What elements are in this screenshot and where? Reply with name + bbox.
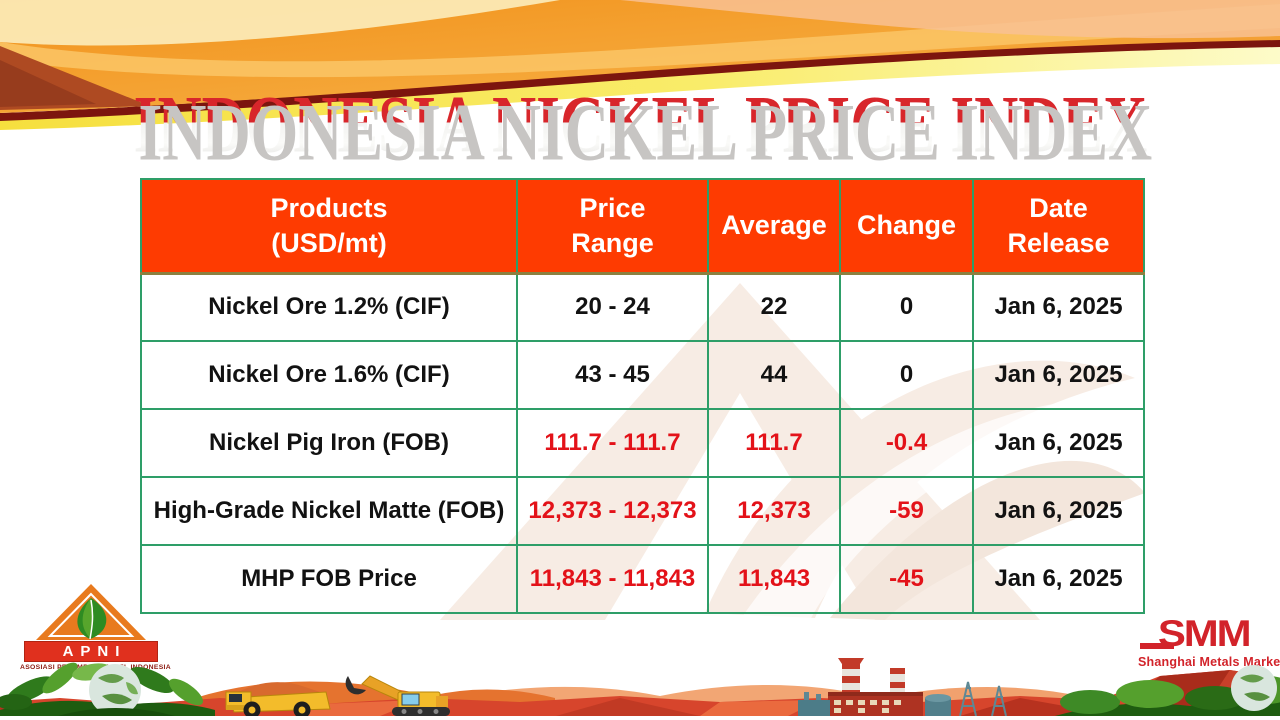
cell-change: 0 xyxy=(839,272,974,342)
cell-average: 111.7 xyxy=(707,408,841,478)
table-header-row: Products (USD/mt) Price Range Average Chan… xyxy=(140,178,1145,275)
cell-average: 44 xyxy=(707,340,841,410)
table-row: Nickel Ore 1.6% (CIF) 43 - 45 44 0 Jan 6… xyxy=(140,340,1145,410)
cell-price-range: 11,843 - 11,843 xyxy=(516,544,709,614)
cell-product: Nickel Ore 1.2% (CIF) xyxy=(140,272,518,342)
cell-product: Nickel Ore 1.6% (CIF) xyxy=(140,340,518,410)
cell-product: Nickel Pig Iron (FOB) xyxy=(140,408,518,478)
cell-product: High-Grade Nickel Matte (FOB) xyxy=(140,476,518,546)
cell-change: -59 xyxy=(839,476,974,546)
apni-acronym: APNI xyxy=(62,643,127,660)
table-row: Nickel Pig Iron (FOB) 111.7 - 111.7 111.… xyxy=(140,408,1145,478)
title-container: INDONESIA NICKEL PRICE INDEX xyxy=(0,83,1280,173)
cell-product: MHP FOB Price xyxy=(140,544,518,614)
page-title: INDONESIA NICKEL PRICE INDEX xyxy=(133,83,1151,173)
table-row: Nickel Ore 1.2% (CIF) 20 - 24 22 0 Jan 6… xyxy=(140,272,1145,342)
cell-date-release: Jan 6, 2025 xyxy=(972,544,1145,614)
price-table: Products (USD/mt) Price Range Average Chan… xyxy=(140,178,1145,614)
cell-date-release: Jan 6, 2025 xyxy=(972,408,1145,478)
cell-change: -0.4 xyxy=(839,408,974,478)
cell-price-range: 12,373 - 12,373 xyxy=(516,476,709,546)
cell-change: 0 xyxy=(839,340,974,410)
col-header-date-release: Date Release xyxy=(972,178,1145,275)
col-header-products: Products (USD/mt) xyxy=(140,178,518,275)
smm-acronym: SMM xyxy=(1158,613,1252,655)
apni-triangle-leaf-icon xyxy=(36,584,146,640)
cell-price-range: 20 - 24 xyxy=(516,272,709,342)
table-row: MHP FOB Price 11,843 - 11,843 11,843 -45… xyxy=(140,544,1145,614)
cell-date-release: Jan 6, 2025 xyxy=(972,476,1145,546)
cell-average: 11,843 xyxy=(707,544,841,614)
cell-average: 22 xyxy=(707,272,841,342)
col-header-change: Change xyxy=(839,178,974,275)
cell-price-range: 43 - 45 xyxy=(516,340,709,410)
col-header-price-range: Price Range xyxy=(516,178,709,275)
smm-underline xyxy=(1140,643,1174,649)
table-row: High-Grade Nickel Matte (FOB) 12,373 - 1… xyxy=(140,476,1145,546)
cell-date-release: Jan 6, 2025 xyxy=(972,340,1145,410)
cell-change: -45 xyxy=(839,544,974,614)
cell-price-range: 111.7 - 111.7 xyxy=(516,408,709,478)
cell-average: 12,373 xyxy=(707,476,841,546)
smm-caption: Shanghai Metals Market xyxy=(1138,655,1280,669)
col-header-average: Average xyxy=(707,178,841,275)
smm-logo: SMM Shanghai Metals Market xyxy=(1138,613,1280,669)
apni-banner: APNI xyxy=(24,641,158,662)
bottom-mining-scene xyxy=(0,658,1280,718)
cell-date-release: Jan 6, 2025 xyxy=(972,272,1145,342)
